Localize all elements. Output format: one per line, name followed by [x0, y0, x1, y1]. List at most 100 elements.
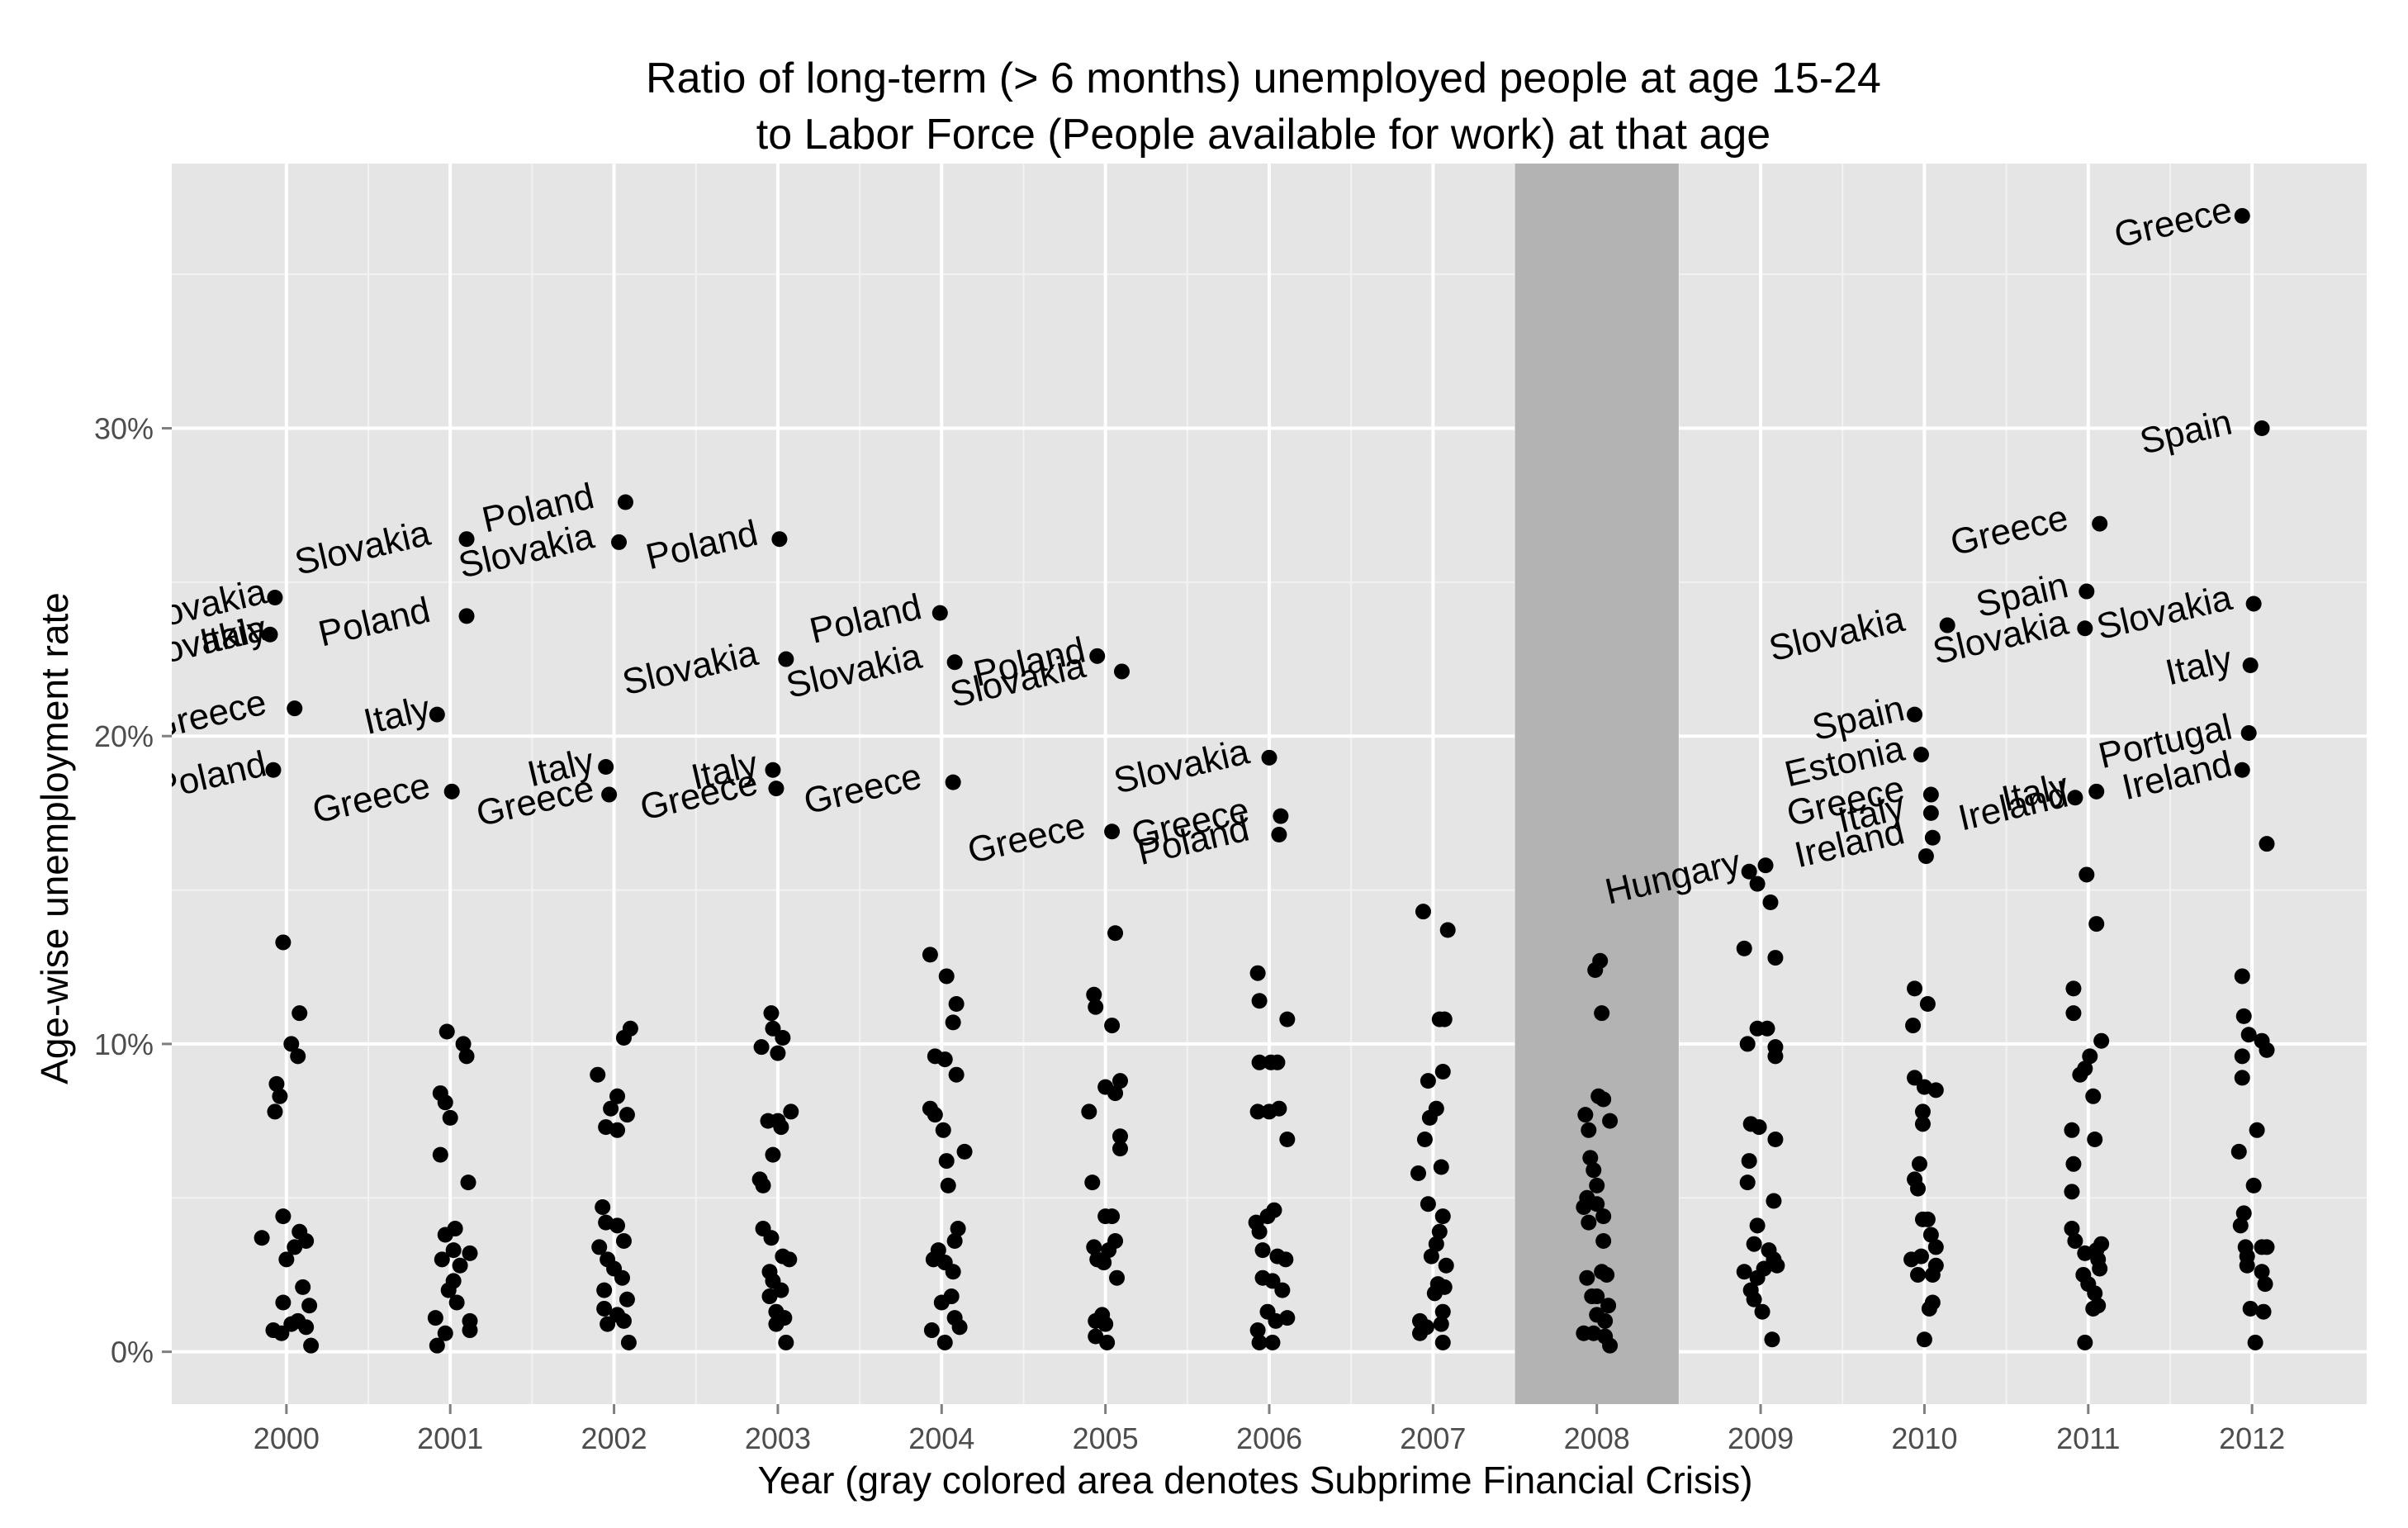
data-point	[781, 1251, 798, 1268]
data-point	[1112, 1073, 1128, 1089]
data-point	[429, 1337, 445, 1354]
data-point	[2230, 1143, 2247, 1160]
x-tick-label: 2004	[908, 1421, 974, 1455]
data-point	[1081, 1103, 1097, 1120]
data-point	[768, 781, 784, 797]
data-point	[452, 1257, 468, 1274]
data-point	[440, 1282, 457, 1298]
data-point	[1436, 1011, 1453, 1027]
data-point	[438, 1023, 455, 1040]
data-point	[936, 1051, 953, 1068]
data-point	[596, 1300, 613, 1317]
data-point	[1428, 1236, 1444, 1252]
data-point	[1922, 804, 1939, 821]
data-point	[1914, 1103, 1931, 1120]
data-point	[1767, 950, 1784, 966]
data-point	[2067, 790, 2083, 806]
data-point	[1767, 1131, 1784, 1147]
data-point	[1587, 961, 1604, 978]
data-point	[1096, 1255, 1112, 1271]
data-point	[609, 1122, 626, 1138]
data-point	[443, 783, 460, 800]
data-point	[922, 947, 938, 963]
data-point	[935, 1122, 951, 1138]
data-point	[1741, 863, 1757, 880]
data-point	[1433, 1159, 1449, 1175]
data-point	[1112, 1128, 1128, 1145]
data-point	[275, 1208, 292, 1225]
data-point	[1754, 1303, 1770, 1320]
data-point	[614, 1269, 630, 1286]
y-axis-title: Age-wise unemployment rate	[33, 592, 76, 1084]
data-point	[1769, 1257, 1785, 1274]
data-point	[1439, 922, 1456, 938]
data-point	[287, 1239, 303, 1255]
data-point	[1113, 663, 1130, 680]
data-point	[2259, 1042, 2275, 1058]
x-tick-label: 2001	[417, 1421, 483, 1455]
data-point	[1261, 749, 1277, 766]
data-point	[1259, 1208, 1276, 1225]
data-point	[1766, 1193, 1782, 1209]
data-point	[2087, 1131, 2103, 1147]
data-point	[1088, 999, 1104, 1015]
data-point	[1249, 1103, 1266, 1120]
y-tick-label: 0%	[111, 1336, 154, 1369]
data-point	[1746, 1291, 1762, 1307]
data-point	[1599, 1266, 1615, 1283]
data-point	[936, 1334, 953, 1350]
data-point	[1264, 1273, 1281, 1289]
data-point	[1907, 1070, 1923, 1086]
data-point	[455, 1036, 472, 1052]
data-point	[755, 1177, 771, 1193]
data-point	[761, 1288, 778, 1305]
data-point	[1576, 1198, 1592, 1215]
x-tick-label: 2012	[2219, 1421, 2285, 1455]
data-point	[1581, 1214, 1597, 1231]
data-point	[1086, 986, 1102, 1003]
data-point	[590, 1066, 606, 1083]
data-point	[1104, 1208, 1121, 1225]
data-point	[1420, 1196, 1436, 1212]
data-point	[933, 1294, 950, 1311]
data-point	[1431, 1223, 1448, 1240]
data-point	[1919, 1211, 1936, 1227]
data-point	[620, 1334, 637, 1350]
data-point	[2247, 1334, 2263, 1350]
data-point	[1433, 1316, 1449, 1332]
data-point	[1939, 617, 1955, 634]
data-point	[2254, 420, 2270, 437]
data-point	[591, 1239, 608, 1255]
data-point	[2072, 1066, 2088, 1083]
data-point	[951, 1319, 968, 1336]
data-point	[2242, 657, 2259, 674]
data-point	[1916, 1331, 1932, 1348]
data-point	[600, 1316, 616, 1332]
data-point	[462, 1322, 478, 1339]
data-point	[1582, 1150, 1599, 1166]
data-point	[1279, 1131, 1296, 1147]
y-tick-label: 30%	[94, 412, 154, 446]
data-point	[2242, 1300, 2259, 1317]
data-point	[2077, 1334, 2093, 1350]
data-point	[2239, 1257, 2255, 1274]
data-point	[1927, 1082, 1944, 1099]
x-tick-label: 2007	[1400, 1421, 1466, 1455]
data-point	[283, 1036, 300, 1052]
data-point	[2085, 1088, 2102, 1104]
data-point	[775, 1029, 791, 1046]
data-point	[1411, 1325, 1428, 1341]
data-point	[1922, 786, 1939, 803]
data-point	[2065, 980, 2082, 997]
data-point	[1099, 1334, 1116, 1350]
data-point	[1249, 1322, 1266, 1339]
data-point	[275, 1294, 292, 1311]
data-point	[1905, 1018, 1922, 1034]
data-point	[1736, 1264, 1752, 1280]
data-point	[2077, 620, 2093, 637]
data-point	[1112, 1141, 1128, 1157]
data-point	[448, 1294, 465, 1311]
data-point	[1764, 1331, 1780, 1348]
data-point	[1271, 826, 1287, 842]
data-point	[938, 1153, 955, 1170]
